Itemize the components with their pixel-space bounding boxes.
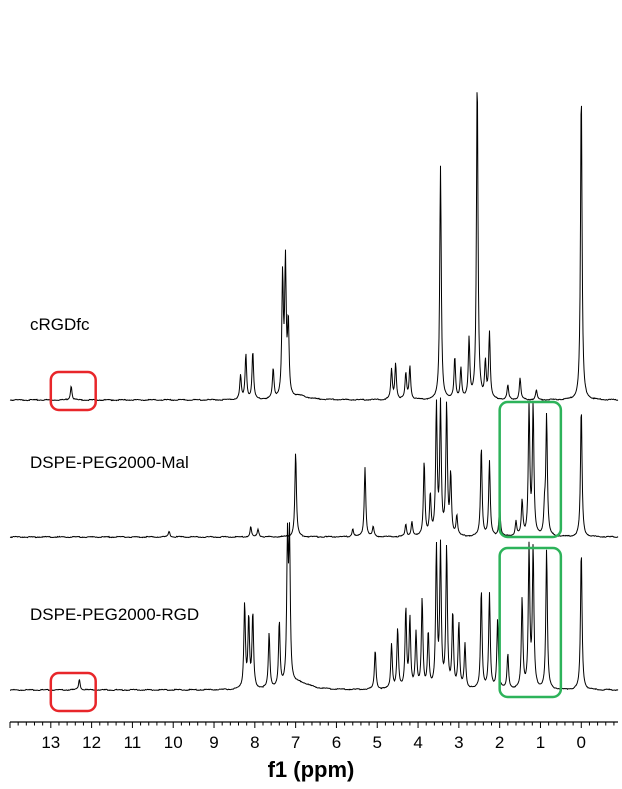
x-tick-label: 11 xyxy=(124,733,142,752)
spectrum-dspe-peg2000-mal xyxy=(9,397,619,539)
red-highlight-box xyxy=(49,671,97,713)
x-tick-label: 10 xyxy=(164,733,183,752)
x-tick-label: 5 xyxy=(373,733,382,752)
series-label-crgdfc: cRGDfc xyxy=(30,315,90,334)
x-tick-label: 6 xyxy=(332,733,341,752)
x-tick-label: 13 xyxy=(41,733,60,752)
x-tick-label: 7 xyxy=(291,733,300,752)
x-tick-label: 4 xyxy=(413,733,422,752)
x-tick-label: 0 xyxy=(577,733,586,752)
x-axis-title: f1 (ppm) xyxy=(268,757,355,782)
series-label-dspe-peg2000-mal: DSPE-PEG2000-Mal xyxy=(30,453,189,472)
green-highlight-box xyxy=(498,546,563,699)
green-highlight-box xyxy=(498,400,563,539)
spectrum-dspe-peg2000-rgd xyxy=(10,522,619,692)
x-axis: 13 12 11 10 9 8 7 6 5 4 3 2 1 0 xyxy=(9,721,618,752)
x-tick-label: 2 xyxy=(495,733,504,752)
x-tick-label: 12 xyxy=(82,733,101,752)
series-labels: cRGDfc DSPE-PEG2000-Mal DSPE-PEG2000-RGD xyxy=(30,315,199,624)
spectrum-crgdfc xyxy=(9,92,619,402)
x-tick-label: 3 xyxy=(454,733,463,752)
series-label-dspe-peg2000-rgd: DSPE-PEG2000-RGD xyxy=(30,605,199,624)
annotation-layer xyxy=(49,370,563,713)
x-tick-label: 1 xyxy=(536,733,545,752)
x-tick-label: 9 xyxy=(209,733,218,752)
x-tick-label: 8 xyxy=(250,733,259,752)
red-highlight-box xyxy=(49,370,97,412)
spectra-layer xyxy=(9,92,619,692)
